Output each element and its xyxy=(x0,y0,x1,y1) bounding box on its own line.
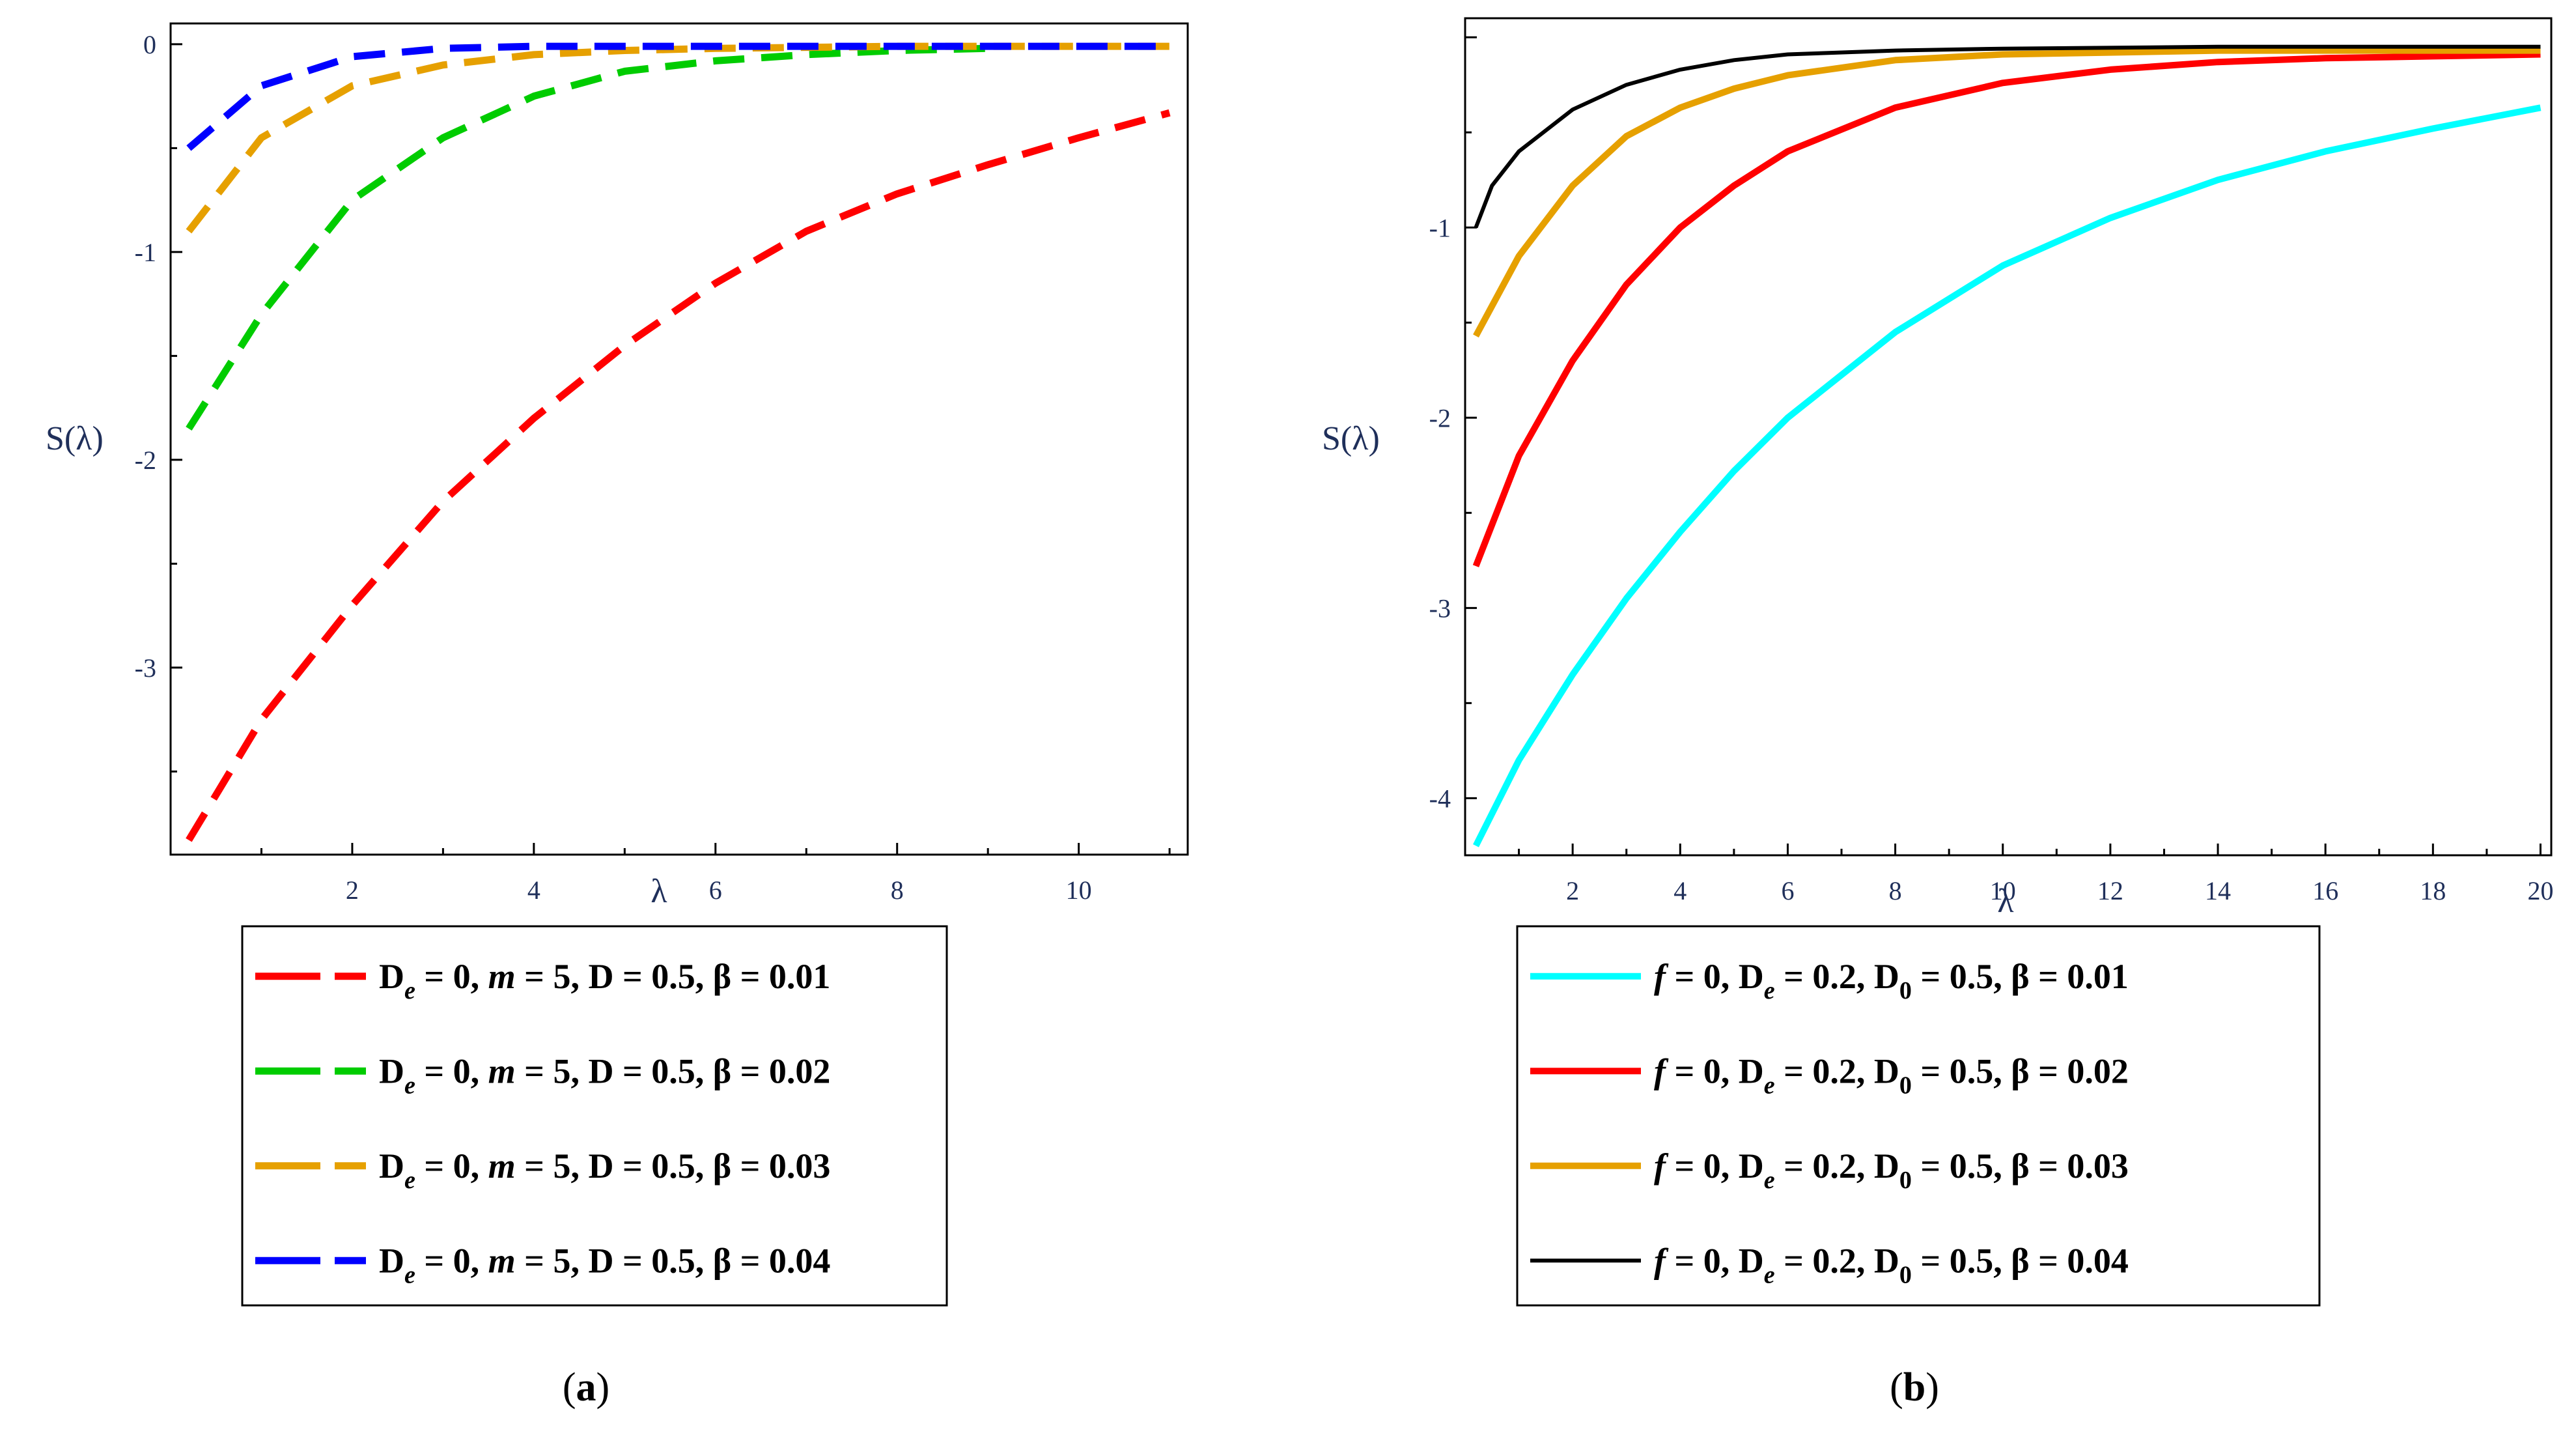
y-axis-label: S(λ) xyxy=(46,420,104,457)
y-tick-label: -3 xyxy=(135,653,156,683)
x-tick-label: 12 xyxy=(2097,876,2123,905)
y-tick-label: -2 xyxy=(135,446,156,475)
series-line-4 xyxy=(186,42,1170,151)
x-axis-label: λ xyxy=(651,873,667,910)
series-line-3 xyxy=(1473,47,2541,338)
x-tick-label: 6 xyxy=(709,875,722,905)
legend-label-1: De = 0, m = 5, D = 0.5, β = 0.01 xyxy=(379,957,830,1004)
series-line-2 xyxy=(1472,51,2541,567)
legend-label-3: De = 0, m = 5, D = 0.5, β = 0.03 xyxy=(379,1146,830,1194)
y-tick-label: -3 xyxy=(1429,593,1451,623)
panel-b: 2 4 6 8 10 12 14 16 18 20 -1 -2 -3 -4 S(λ) λ f = 0, De =… xyxy=(1322,17,2553,1410)
panel-a: 2 4 6 8 10 0 -1 -2 -3 S(λ) λ De = 0, m = 5, D = 0.5… xyxy=(46,22,1189,1410)
x-axis-label: λ xyxy=(1997,883,2013,920)
series-line-2 xyxy=(186,44,988,431)
legend-box xyxy=(241,925,948,1307)
x-tick-label: 10 xyxy=(1066,875,1092,905)
y-tick-label: -4 xyxy=(1429,784,1451,813)
x-tick-label: 8 xyxy=(1889,876,1902,905)
legend-label-1: f = 0, De = 0.2, D0 = 0.5, β = 0.01 xyxy=(1654,957,2129,1004)
x-tick-label: 16 xyxy=(2312,876,2338,905)
plot-frame xyxy=(169,22,1189,856)
y-tick-label: 0 xyxy=(143,30,156,59)
x-tick-label: 18 xyxy=(2420,876,2446,905)
x-tick-label: 20 xyxy=(2527,876,2553,905)
series-line-3 xyxy=(186,42,1170,234)
legend-label-3: f = 0, De = 0.2, D0 = 0.5, β = 0.03 xyxy=(1654,1146,2129,1194)
y-tick-label: -2 xyxy=(1429,403,1451,433)
panel-caption: (a) xyxy=(563,1365,609,1410)
y-axis-label: S(λ) xyxy=(1322,420,1380,457)
x-tick-label: 10 xyxy=(1990,876,2016,905)
legend-box xyxy=(1516,925,2321,1307)
legend-label-4: De = 0, m = 5, D = 0.5, β = 0.04 xyxy=(379,1241,830,1288)
x-tick-label: 4 xyxy=(1673,876,1687,905)
legend-label-4: f = 0, De = 0.2, D0 = 0.5, β = 0.04 xyxy=(1654,1241,2129,1288)
legend-label-2: De = 0, m = 5, D = 0.5, β = 0.02 xyxy=(379,1051,830,1099)
x-tick-label: 8 xyxy=(891,875,904,905)
plot-frame xyxy=(1464,17,2553,857)
series-line-1 xyxy=(186,109,1171,842)
x-tick-label: 2 xyxy=(1566,876,1579,905)
y-tick-label: -1 xyxy=(1429,213,1451,242)
panel-caption: (b) xyxy=(1890,1365,1939,1410)
x-tick-label: 6 xyxy=(1781,876,1794,905)
legend-label-2: f = 0, De = 0.2, D0 = 0.5, β = 0.02 xyxy=(1654,1051,2129,1099)
x-tick-label: 4 xyxy=(527,875,540,905)
series-line-1 xyxy=(1473,104,2541,847)
x-tick-label: 14 xyxy=(2205,876,2231,905)
y-tick-label: -1 xyxy=(135,238,156,267)
x-tick-label: 2 xyxy=(346,875,359,905)
series-line-4 xyxy=(1474,44,2541,229)
